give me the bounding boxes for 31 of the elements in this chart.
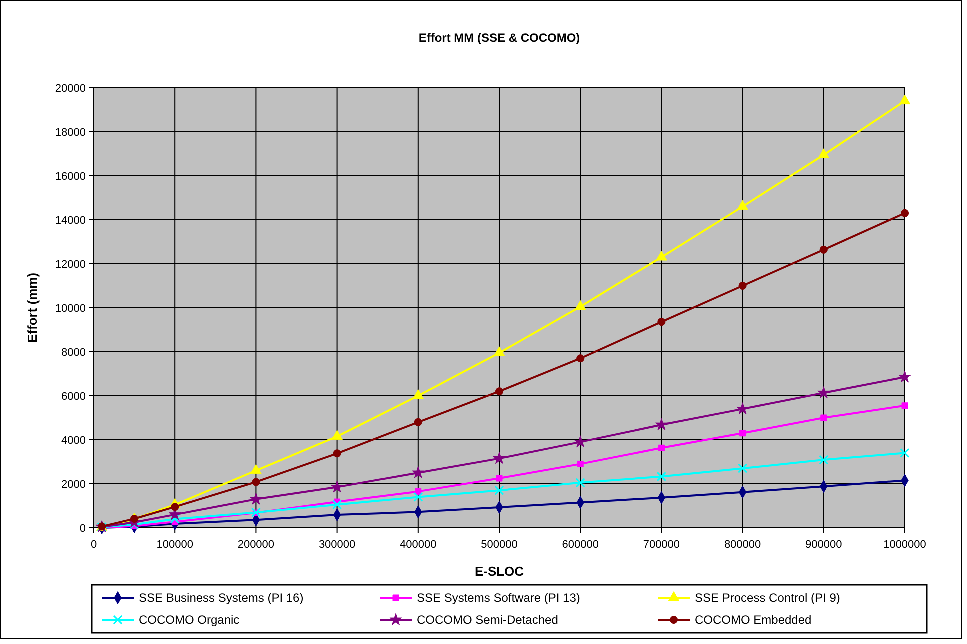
x-tick-label: 300000 xyxy=(318,539,356,551)
x-tick-label: 400000 xyxy=(400,539,437,551)
x-tick-label: 200000 xyxy=(238,539,275,551)
y-tick-label: 14000 xyxy=(55,215,86,227)
x-tick-label: 0 xyxy=(90,539,98,551)
legend-label: COCOMO Embedded xyxy=(695,613,812,627)
y-tick-label: 6000 xyxy=(62,391,86,403)
x-axis-title: E-SLOC xyxy=(474,564,525,579)
x-tick-label: 1000000 xyxy=(884,539,926,551)
y-tick-label: 12000 xyxy=(55,259,86,271)
y-tick-label: 0 xyxy=(80,523,86,535)
y-tick-label: 16000 xyxy=(55,171,86,183)
x-tick-label: 500000 xyxy=(481,539,518,551)
y-tick-label: 8000 xyxy=(62,347,86,359)
y-tick-label: 10000 xyxy=(55,303,86,315)
x-tick-label: 800000 xyxy=(724,539,762,551)
x-tick-label: 700000 xyxy=(643,539,680,551)
legend-label: SSE Process Control (PI 9) xyxy=(695,591,840,605)
chart-title: Effort MM (SSE & COCOMO) xyxy=(418,31,580,45)
legend-label: COCOMO Organic xyxy=(139,613,240,627)
x-tick-label: 600000 xyxy=(562,539,599,551)
legend-label: COCOMO Semi-Detached xyxy=(417,613,558,627)
legend-label: SSE Systems Software (PI 13) xyxy=(417,591,580,605)
y-tick-label: 18000 xyxy=(55,127,86,139)
x-tick-label: 100000 xyxy=(156,539,194,551)
y-axis-title: Effort (mm) xyxy=(25,272,40,344)
y-tick-label: 2000 xyxy=(62,479,86,491)
y-tick-label: 20000 xyxy=(55,83,86,95)
y-tick-label: 4000 xyxy=(62,435,86,447)
x-tick-label: 900000 xyxy=(806,539,842,551)
legend-label: SSE Business Systems (PI 16) xyxy=(139,591,304,605)
